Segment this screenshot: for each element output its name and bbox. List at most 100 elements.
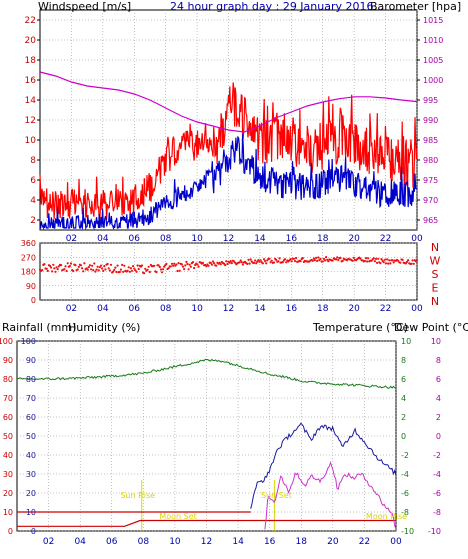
direction-point	[93, 262, 96, 265]
direction-point	[69, 262, 73, 265]
direction-point	[230, 262, 233, 265]
direction-point	[283, 258, 287, 261]
direction-point	[48, 264, 52, 267]
direction-point	[209, 261, 212, 265]
dew-point-y-tick-label: 10	[431, 337, 441, 346]
rainfall-y-tick-label: 30	[3, 470, 13, 479]
direction-point	[373, 260, 376, 263]
direction-point	[339, 256, 342, 259]
rain-x-tick-label: 20	[327, 537, 339, 547]
direction-x-tick-label: 16	[286, 304, 298, 314]
direction-point	[269, 261, 272, 264]
barometer-y-tick-label: 1010	[423, 36, 443, 45]
direction-point	[74, 264, 77, 267]
direction-point	[147, 265, 150, 268]
direction-point	[119, 268, 122, 271]
direction-point	[162, 268, 165, 271]
rain-x-tick-label: 16	[264, 537, 276, 547]
direction-point	[364, 257, 368, 260]
direction-point	[184, 264, 187, 267]
wind-x-tick-label: 22	[380, 234, 391, 244]
direction-point	[129, 267, 132, 270]
rainfall-y-tick-label: 0	[8, 527, 13, 536]
direction-point	[226, 262, 229, 266]
direction-point	[323, 259, 327, 262]
direction-point	[175, 263, 178, 266]
direction-point	[187, 268, 190, 271]
wind-x-tick-label: 16	[286, 234, 298, 244]
direction-point	[292, 257, 295, 260]
direction-point	[382, 261, 385, 264]
direction-point	[239, 259, 242, 262]
wind-y-tick-label: 16	[25, 76, 37, 86]
compass-label: E	[432, 282, 439, 295]
direction-point	[65, 269, 68, 273]
humidity-y-tick-label: 0	[31, 527, 36, 536]
direction-point	[319, 257, 322, 260]
rain-x-tick-label: 22	[359, 537, 370, 547]
direction-point	[165, 262, 168, 265]
direction-point	[114, 266, 117, 269]
direction-point	[140, 264, 144, 267]
temperature-y-tick-label: -6	[401, 489, 409, 498]
direction-point	[359, 257, 362, 260]
direction-point	[246, 262, 249, 265]
direction-point	[295, 257, 298, 260]
temperature-y-tick-label: -8	[401, 508, 409, 517]
rainfall-y-tick-label: 90	[3, 356, 13, 365]
direction-point	[316, 259, 319, 263]
rainfall-y-tick-label: 70	[3, 394, 13, 403]
direction-point	[341, 259, 344, 262]
direction-point	[257, 259, 260, 262]
direction-point	[63, 268, 66, 271]
direction-point	[97, 269, 100, 272]
direction-point	[325, 256, 328, 259]
direction-x-tick-label: 18	[317, 304, 329, 314]
wind-y-tick-label: 12	[25, 116, 36, 126]
wind-x-tick-label: 10	[191, 234, 203, 244]
barometer-y-tick-label: 970	[423, 196, 438, 205]
direction-point	[133, 267, 136, 270]
direction-point	[224, 264, 227, 267]
rain-x-tick-label: 10	[169, 537, 181, 547]
direction-point	[321, 260, 324, 263]
wind-x-tick-label: 14	[254, 234, 266, 244]
rainfall-y-tick-label: 60	[3, 413, 13, 422]
direction-point	[72, 270, 75, 273]
dew-point-y-tick-label: 0	[436, 432, 441, 441]
direction-point	[272, 261, 276, 264]
direction-point	[91, 264, 94, 267]
wind-y-tick-label: 6	[30, 176, 36, 186]
direction-point	[113, 268, 116, 271]
direction-point	[57, 265, 60, 268]
barometer-y-tick-label: 1015	[423, 16, 443, 25]
direction-point	[337, 258, 340, 262]
direction-point	[126, 269, 129, 272]
wind-x-tick-label: 12	[223, 234, 234, 244]
direction-point	[379, 262, 382, 265]
direction-point	[64, 265, 67, 268]
direction-point	[128, 270, 131, 273]
direction-point	[380, 258, 383, 261]
direction-point	[51, 270, 54, 273]
barometer-y-tick-label: 990	[423, 116, 438, 125]
direction-point	[415, 258, 419, 261]
dew-point-y-tick-label: 2	[436, 413, 441, 422]
humidity-y-tick-label: 10	[26, 508, 36, 517]
direction-point	[167, 267, 170, 270]
direction-point	[53, 267, 56, 270]
humidity-y-tick-label: 40	[26, 451, 36, 460]
dew-point-series	[264, 461, 397, 530]
direction-point	[384, 262, 388, 265]
direction-x-tick-label: 04	[97, 304, 109, 314]
direction-point	[238, 261, 241, 264]
direction-point	[278, 257, 281, 260]
direction-point	[107, 267, 110, 270]
direction-point	[135, 270, 138, 273]
direction-point	[101, 267, 104, 270]
barometer-series	[39, 71, 418, 133]
direction-point	[336, 256, 339, 259]
direction-point	[146, 268, 149, 271]
chart-title: 24 hour graph day : 29 January 2016	[170, 0, 374, 13]
temperature-axis-title: Temperature (°C)	[312, 321, 408, 334]
